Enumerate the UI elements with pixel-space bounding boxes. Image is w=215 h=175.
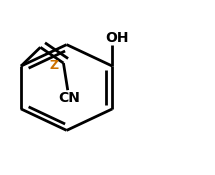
Text: CN: CN (58, 91, 80, 105)
Text: OH: OH (105, 31, 128, 45)
Text: Z: Z (49, 59, 59, 72)
